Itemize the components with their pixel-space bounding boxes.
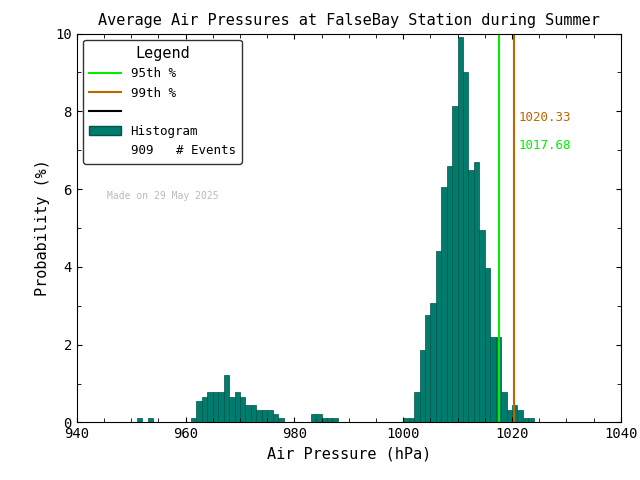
Bar bbox=[501, 393, 506, 422]
Bar bbox=[523, 418, 529, 422]
Bar bbox=[322, 418, 327, 422]
Bar bbox=[137, 418, 142, 422]
Text: 1017.68: 1017.68 bbox=[518, 139, 571, 152]
Bar bbox=[257, 409, 262, 422]
Bar bbox=[224, 375, 229, 422]
Bar bbox=[490, 337, 495, 422]
Bar bbox=[496, 337, 501, 422]
Bar bbox=[414, 393, 420, 422]
Bar bbox=[196, 401, 202, 422]
Bar bbox=[507, 409, 512, 422]
Bar bbox=[267, 409, 273, 422]
Title: Average Air Pressures at FalseBay Station during Summer: Average Air Pressures at FalseBay Statio… bbox=[98, 13, 600, 28]
Bar bbox=[235, 393, 240, 422]
Bar bbox=[403, 418, 408, 422]
Bar bbox=[218, 393, 223, 422]
Bar bbox=[327, 418, 333, 422]
Bar bbox=[458, 37, 463, 422]
Bar bbox=[479, 230, 485, 422]
Legend: 95th %, 99th %, , Histogram, 909   # Events: 95th %, 99th %, , Histogram, 909 # Event… bbox=[83, 40, 242, 164]
Bar bbox=[447, 166, 452, 422]
Bar bbox=[207, 393, 213, 422]
Bar bbox=[436, 252, 442, 422]
Bar bbox=[191, 418, 196, 422]
Bar bbox=[452, 106, 458, 422]
Bar bbox=[278, 418, 284, 422]
Bar bbox=[333, 418, 338, 422]
Bar bbox=[273, 414, 278, 422]
Bar bbox=[316, 414, 321, 422]
Bar bbox=[420, 350, 425, 422]
Bar bbox=[246, 405, 251, 422]
Bar bbox=[251, 405, 257, 422]
Bar bbox=[213, 393, 218, 422]
Bar bbox=[442, 187, 447, 422]
Bar bbox=[425, 315, 431, 422]
Y-axis label: Probability (%): Probability (%) bbox=[35, 159, 50, 297]
Bar bbox=[474, 161, 479, 422]
Bar bbox=[262, 409, 268, 422]
Bar bbox=[202, 397, 207, 422]
X-axis label: Air Pressure (hPa): Air Pressure (hPa) bbox=[267, 447, 431, 462]
Bar bbox=[529, 418, 534, 422]
Bar bbox=[240, 397, 246, 422]
Bar bbox=[512, 405, 518, 422]
Text: 1020.33: 1020.33 bbox=[518, 111, 571, 124]
Text: Made on 29 May 2025: Made on 29 May 2025 bbox=[107, 191, 218, 201]
Bar bbox=[463, 72, 468, 422]
Bar bbox=[229, 397, 234, 422]
Bar bbox=[431, 303, 436, 422]
Bar bbox=[311, 414, 316, 422]
Bar bbox=[148, 418, 153, 422]
Bar bbox=[485, 268, 490, 422]
Bar bbox=[409, 418, 414, 422]
Bar bbox=[518, 409, 523, 422]
Bar bbox=[468, 170, 474, 422]
